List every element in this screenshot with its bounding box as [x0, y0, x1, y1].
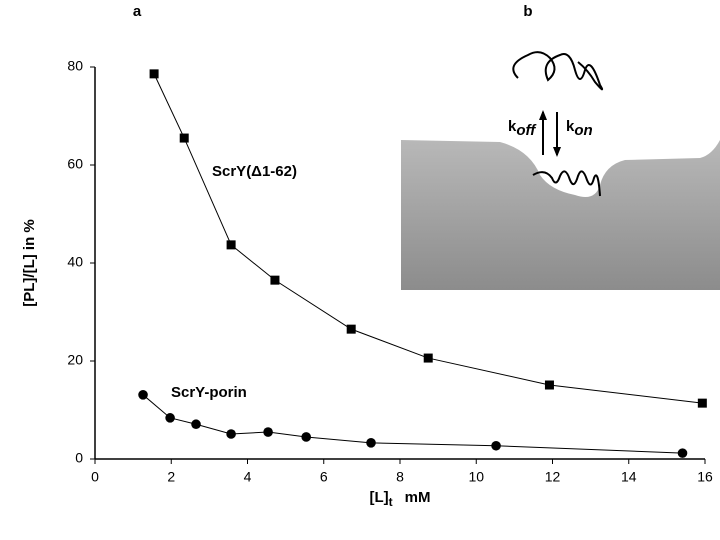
- k-sub: off: [516, 122, 537, 139]
- bound-coil: [532, 170, 601, 197]
- x-tick-label: 0: [91, 469, 99, 485]
- point: [226, 240, 236, 250]
- point: [301, 432, 312, 442]
- series-line: [153, 73, 703, 404]
- x-tick-label: 12: [545, 469, 561, 485]
- x-tick-label: 4: [244, 469, 252, 485]
- series-label: ScrY-porin: [171, 384, 247, 401]
- k-sub: on: [574, 122, 592, 139]
- x-axis-label: [L]t mM: [370, 489, 431, 509]
- point: [346, 324, 356, 334]
- k: k: [508, 118, 517, 135]
- x-tick-label: 2: [167, 469, 175, 485]
- x-label-unit: mM: [405, 489, 431, 506]
- k-off: koff: [508, 118, 537, 139]
- point: [149, 69, 159, 79]
- k-on: kon: [566, 118, 593, 139]
- point: [138, 390, 148, 400]
- x-tick-label: 6: [320, 469, 328, 485]
- y-axis-label: [PL]/[L] in %: [21, 219, 38, 306]
- x-tick-label: 14: [621, 469, 637, 485]
- y-tick-label: 20: [67, 352, 83, 368]
- point: [366, 438, 376, 448]
- point: [270, 275, 280, 285]
- x-label-sub: t: [389, 495, 393, 509]
- y-tick-label: 0: [75, 450, 83, 466]
- arrow-off-head: [539, 110, 547, 120]
- y-tick-label: 60: [67, 156, 83, 172]
- point: [263, 427, 273, 437]
- point: [191, 419, 201, 430]
- x-tick-label: 10: [468, 469, 484, 485]
- k: k: [566, 118, 575, 135]
- point: [697, 398, 707, 408]
- y-tick-label: 80: [67, 58, 83, 74]
- x-label-main: [L]: [370, 489, 389, 506]
- ligand-coil: [512, 51, 604, 91]
- point: [423, 353, 433, 363]
- point: [179, 133, 189, 143]
- point: [491, 440, 501, 451]
- point: [165, 413, 175, 423]
- point: [544, 380, 554, 390]
- y-tick-label: 40: [67, 254, 83, 270]
- panel-label: a: [133, 3, 142, 20]
- point: [226, 429, 236, 439]
- series-label: ScrY(Δ1-62): [212, 163, 297, 180]
- x-tick-label: 8: [396, 469, 404, 485]
- point: [677, 448, 688, 458]
- x-tick-label: 16: [697, 469, 713, 485]
- surface: [401, 140, 720, 290]
- series-line: [142, 394, 683, 454]
- arrow-on-head: [553, 147, 561, 157]
- panel-label: b: [523, 3, 532, 20]
